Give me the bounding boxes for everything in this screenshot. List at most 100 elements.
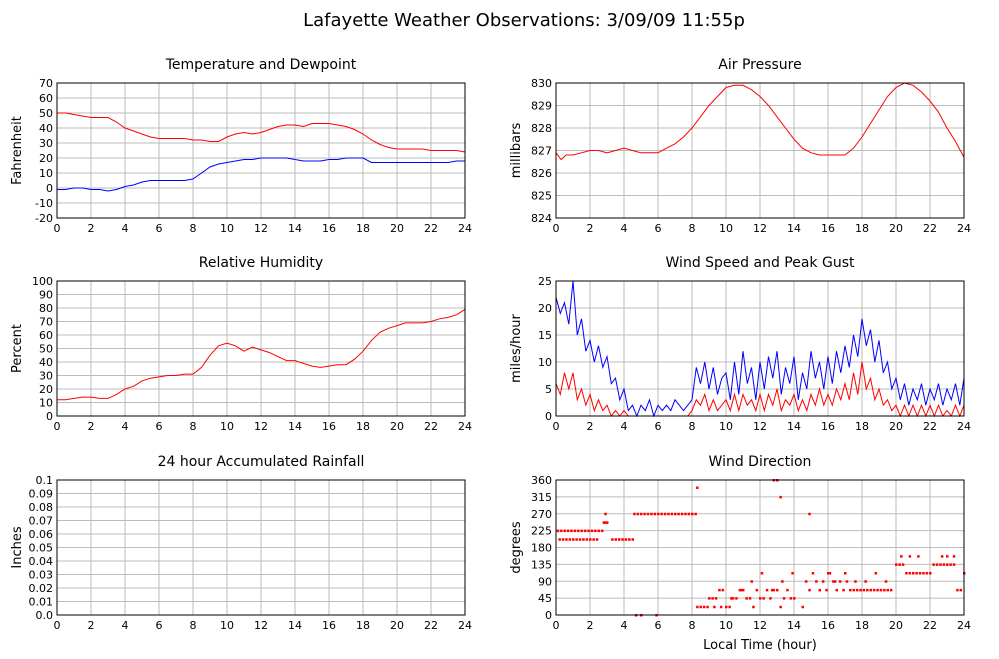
wind-y-tick-label: 15	[538, 329, 552, 342]
direction-point	[898, 563, 901, 566]
direction-point	[782, 597, 786, 600]
temp-y-axis-label: Fahrenheit	[10, 116, 25, 185]
temp-series-0-line	[57, 112, 466, 153]
rain-y-tick-label: 0.1	[36, 474, 54, 487]
direction-point	[959, 588, 963, 592]
rain-y-tick-label: 0.08	[29, 501, 54, 514]
humidity-y-tick-label: 60	[39, 329, 53, 342]
direction-point	[580, 529, 583, 533]
humidity-x-tick-label: 2	[88, 420, 95, 433]
direction-point	[804, 580, 808, 583]
rain-x-tick-label: 10	[220, 619, 234, 632]
direction-y-tick-label: 45	[538, 592, 552, 605]
direction-point	[738, 588, 742, 592]
direction-point	[604, 521, 607, 524]
temp-x-tick-label: 20	[390, 222, 404, 235]
direction-point	[946, 555, 949, 558]
rain-x-tick-label: 2	[88, 619, 95, 632]
direction-point	[832, 580, 835, 583]
rain-x-tick-label: 0	[54, 619, 61, 632]
pressure-x-tick-label: 12	[753, 222, 767, 235]
wind-y-axis-label: miles/hour	[509, 313, 524, 382]
pressure-series-0-line	[555, 82, 965, 161]
pressure-title: Air Pressure	[718, 57, 801, 73]
humidity-x-tick-label: 18	[356, 420, 370, 433]
wind-x-tick-label: 8	[689, 420, 696, 433]
direction-point	[735, 597, 738, 600]
wind-y-tick-label: 0	[545, 410, 552, 423]
direction-y-axis-label: degrees	[509, 521, 524, 574]
direction-point	[879, 588, 883, 592]
direction-point	[650, 512, 653, 516]
direction-point	[718, 588, 721, 592]
pressure-x-tick-label: 22	[923, 222, 937, 235]
direction-point	[711, 597, 714, 600]
direction-point	[918, 572, 922, 575]
wind-x-tick-label: 20	[889, 420, 903, 433]
direction-point	[811, 572, 815, 575]
wind-x-tick-label: 6	[655, 420, 662, 433]
direction-y-tick-label: 315	[531, 491, 552, 504]
pressure-x-tick-label: 10	[719, 222, 733, 235]
direction-point	[915, 572, 918, 575]
direction-point	[592, 538, 595, 541]
direction-y-tick-label: 135	[531, 558, 552, 571]
direction-point	[578, 538, 582, 541]
direction-x-tick-label: 14	[787, 619, 801, 632]
direction-point	[874, 572, 878, 575]
temp-x-tick-label: 18	[356, 222, 370, 235]
temp-x-tick-label: 24	[458, 222, 472, 235]
direction-point	[922, 572, 925, 575]
pressure-x-tick-label: 2	[587, 222, 594, 235]
humidity-x-tick-label: 6	[156, 420, 163, 433]
humidity-x-tick-label: 20	[390, 420, 404, 433]
temp-plot-frame	[56, 82, 466, 219]
direction-point	[628, 538, 631, 541]
direction-plot-frame	[555, 479, 965, 616]
temp-x-tick-label: 2	[88, 222, 95, 235]
direction-point	[801, 605, 804, 609]
pressure-x-tick-label: 24	[957, 222, 971, 235]
direction-point	[779, 495, 782, 499]
direction-point	[842, 588, 845, 592]
rain-y-tick-label: 0.09	[29, 488, 54, 501]
direction-point	[835, 588, 838, 592]
direction-point	[604, 512, 607, 516]
direction-point	[570, 529, 573, 533]
direction-point	[696, 486, 699, 489]
direction-point	[952, 563, 956, 566]
direction-point	[845, 580, 849, 583]
direction-point	[750, 580, 753, 583]
wind-y-tick-label: 25	[538, 275, 552, 288]
rain-x-tick-label: 22	[424, 619, 438, 632]
direction-point	[838, 580, 842, 583]
direction-point	[908, 555, 912, 558]
direction-point	[561, 538, 565, 541]
direction-point	[631, 538, 634, 541]
humidity-title: Relative Humidity	[199, 255, 323, 271]
direction-point	[643, 512, 646, 516]
direction-point	[633, 512, 636, 516]
temp-title: Temperature and Dewpoint	[165, 57, 357, 73]
direction-point	[714, 597, 718, 600]
direction-point	[946, 563, 949, 566]
pressure-y-axis-label: millibars	[509, 123, 524, 179]
pressure-x-tick-label: 6	[655, 222, 662, 235]
direction-point	[925, 572, 929, 575]
direction-point	[582, 538, 585, 541]
direction-point	[876, 588, 879, 592]
temp-y-tick-label: 0	[46, 182, 53, 195]
direction-panel: 0 2 4 6 8 10 12 14 16 18 20 22 240459013518022527031…	[509, 454, 971, 632]
direction-point	[748, 597, 752, 600]
direction-point	[760, 572, 764, 575]
rain-x-tick-label: 12	[254, 619, 268, 632]
direction-point	[617, 538, 621, 541]
direction-point	[566, 529, 570, 533]
direction-point	[770, 588, 774, 592]
direction-point	[872, 588, 876, 592]
direction-y-tick-label: 225	[531, 525, 552, 538]
direction-point	[691, 512, 694, 516]
direction-point	[636, 512, 640, 516]
rain-x-tick-label: 6	[156, 619, 163, 632]
direction-x-tick-label: 10	[719, 619, 733, 632]
